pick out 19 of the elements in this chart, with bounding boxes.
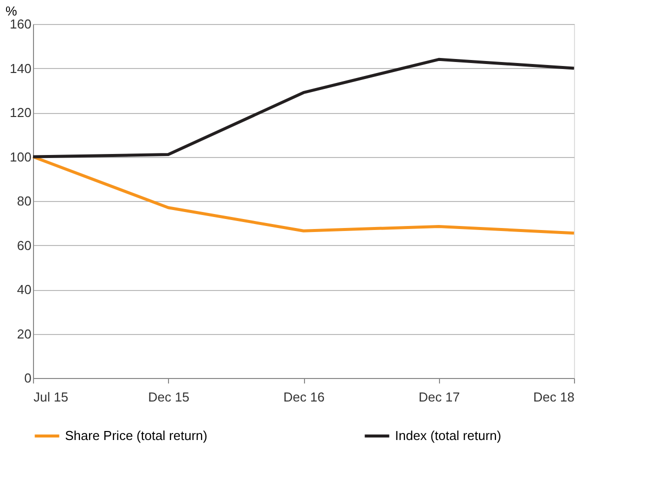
- y-axis-title: %: [6, 4, 18, 18]
- x-tick-label: Dec 16: [283, 390, 325, 404]
- y-tick-label: 40: [17, 282, 32, 297]
- y-tick-label: 20: [17, 326, 32, 342]
- legend-label: Share Price (total return): [65, 428, 208, 443]
- x-tick-label: Dec 17: [418, 390, 460, 404]
- y-tick-label: 100: [10, 149, 32, 164]
- y-tick-label: 80: [17, 194, 32, 208]
- y-tick-label: 60: [17, 238, 32, 253]
- line-series: [32, 58, 576, 158]
- y-tick-label: 0: [24, 370, 32, 386]
- x-tick-label: Dec 18: [533, 390, 574, 404]
- legend-label: Index (total return): [395, 428, 502, 443]
- x-tick-label: Jul 15: [34, 390, 68, 404]
- y-tick-label: 120: [10, 105, 32, 120]
- x-tick-label: Dec 15: [148, 390, 190, 404]
- line-series: [32, 155, 576, 235]
- y-tick-label: 140: [10, 60, 32, 76]
- y-tick-label: 160: [10, 16, 32, 32]
